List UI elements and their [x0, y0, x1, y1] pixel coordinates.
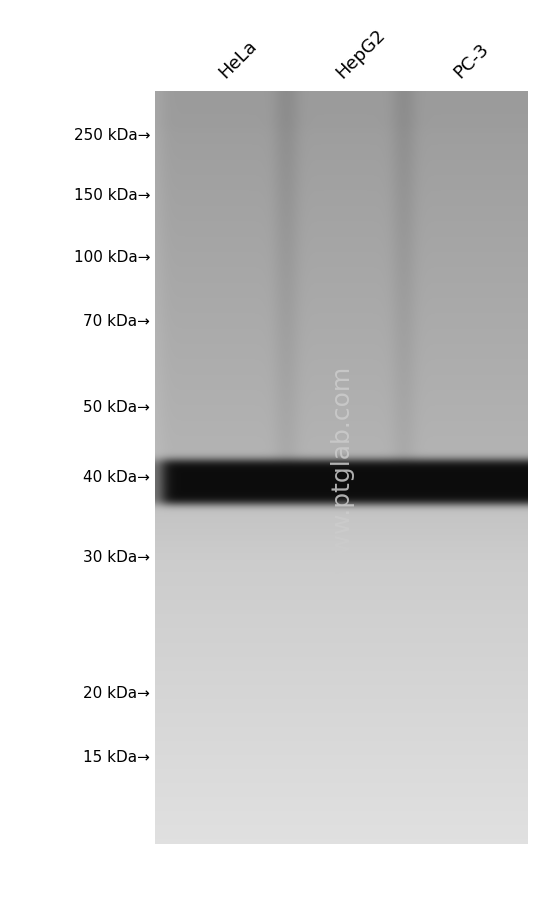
Text: PC-3: PC-3 — [450, 40, 492, 82]
Text: HeLa: HeLa — [215, 37, 260, 82]
Text: 50 kDa→: 50 kDa→ — [83, 400, 150, 415]
Text: 150 kDa→: 150 kDa→ — [73, 188, 150, 202]
Text: 40 kDa→: 40 kDa→ — [83, 470, 150, 485]
Text: 100 kDa→: 100 kDa→ — [73, 250, 150, 265]
Text: 20 kDa→: 20 kDa→ — [83, 685, 150, 700]
Text: www.ptglab.com: www.ptglab.com — [329, 364, 354, 572]
Text: 250 kDa→: 250 kDa→ — [73, 127, 150, 143]
Text: 15 kDa→: 15 kDa→ — [83, 750, 150, 765]
Text: 70 kDa→: 70 kDa→ — [83, 314, 150, 329]
Text: 30 kDa→: 30 kDa→ — [83, 550, 150, 565]
Text: HepG2: HepG2 — [332, 26, 388, 82]
